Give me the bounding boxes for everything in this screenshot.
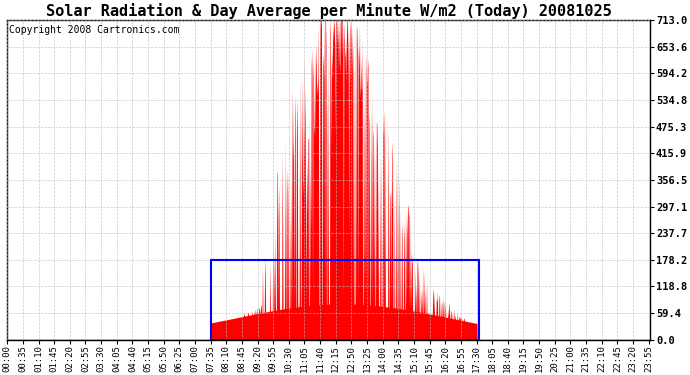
Title: Solar Radiation & Day Average per Minute W/m2 (Today) 20081025: Solar Radiation & Day Average per Minute… <box>46 3 612 19</box>
Bar <box>210 260 479 340</box>
Text: Copyright 2008 Cartronics.com: Copyright 2008 Cartronics.com <box>8 25 179 35</box>
